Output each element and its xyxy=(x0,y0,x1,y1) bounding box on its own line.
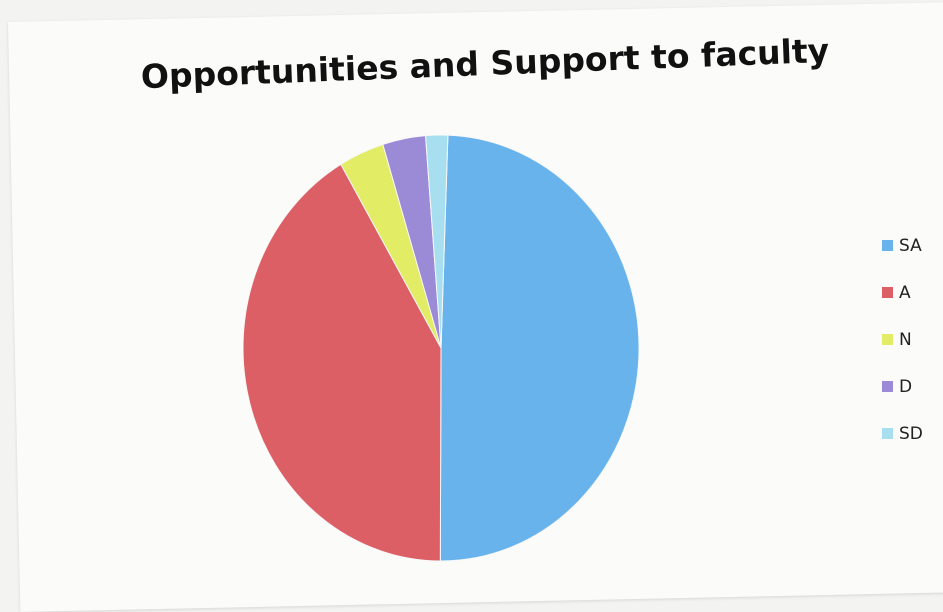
legend-item-sd: SD xyxy=(882,410,942,457)
legend-label: D xyxy=(899,376,913,397)
legend-item-n: N xyxy=(882,316,942,363)
legend-item-sa: SA xyxy=(882,222,942,269)
pie-slice-sa xyxy=(439,134,640,562)
legend-swatch xyxy=(882,334,893,345)
pie-slice-sd xyxy=(424,134,449,349)
legend-swatch xyxy=(882,428,893,439)
legend-label: A xyxy=(899,282,911,303)
legend-label: SA xyxy=(899,235,922,256)
legend-label: SD xyxy=(899,423,923,444)
legend-item-a: A xyxy=(882,269,942,316)
legend-item-d: D xyxy=(882,363,942,410)
pie-slice-a xyxy=(242,163,442,562)
legend-swatch xyxy=(882,287,893,298)
legend-swatch xyxy=(882,240,893,251)
legend-swatch xyxy=(882,381,893,392)
chart-legend: SA A N D SD xyxy=(882,222,942,457)
legend-label: N xyxy=(899,329,912,350)
